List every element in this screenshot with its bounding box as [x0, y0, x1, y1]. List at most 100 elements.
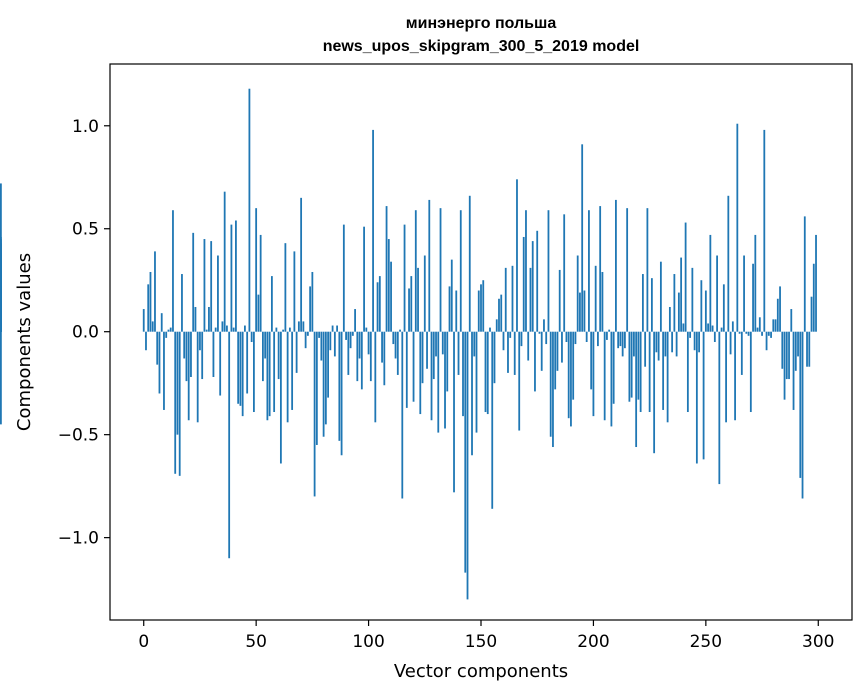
bar-256	[718, 331, 721, 485]
bar-1	[145, 331, 147, 351]
bar-67	[293, 251, 296, 332]
x-tick-label-200: 200	[577, 632, 609, 652]
bar-214	[624, 331, 626, 349]
bar-298	[812, 263, 815, 332]
bar-258	[722, 284, 725, 332]
bar-43	[239, 331, 242, 406]
bar-126	[426, 331, 428, 369]
bar-32	[214, 327, 217, 332]
bar-128	[430, 331, 433, 421]
bar-219	[635, 331, 638, 448]
bar-72	[304, 331, 307, 349]
bar-94	[354, 309, 356, 332]
bar-109	[387, 239, 390, 332]
bar-102	[372, 129, 374, 332]
y-tick-label-3: 0.5	[72, 220, 99, 240]
bar-123	[419, 331, 422, 415]
bar-0	[142, 309, 145, 332]
bar-13	[172, 210, 174, 332]
bar-263	[734, 331, 736, 421]
bar-14	[174, 331, 177, 474]
chart-title-line2: news_upos_skipgram_300_5_2019 model	[323, 38, 640, 55]
bar-151	[482, 280, 485, 332]
bar-282	[776, 298, 779, 332]
bar-99	[365, 327, 368, 332]
bar-134	[444, 331, 446, 429]
bar-240	[682, 323, 685, 332]
bar-65	[288, 327, 291, 332]
bar-57	[270, 276, 273, 332]
bar-207	[608, 329, 611, 332]
bar-248	[700, 280, 703, 332]
bar-289	[792, 331, 795, 410]
y-axis-label: Components values	[14, 253, 35, 431]
y-tick-label-0: −1.0	[58, 529, 99, 549]
bar-119	[410, 276, 413, 332]
bar-270	[749, 331, 752, 413]
bar-229	[657, 331, 660, 361]
bar-6	[156, 331, 159, 365]
bar-156	[493, 331, 496, 384]
bar-236	[673, 274, 676, 332]
bar-279	[770, 331, 772, 338]
bar-262	[731, 321, 734, 332]
bar-118	[408, 288, 410, 332]
bar-264	[736, 123, 739, 332]
bar-181	[549, 331, 552, 437]
bar-286	[785, 331, 788, 380]
bar-59	[275, 327, 278, 332]
bar-106	[381, 331, 383, 363]
bar-152	[484, 331, 487, 413]
bar-3	[149, 271, 152, 332]
bar-250	[704, 290, 707, 332]
bar-145	[468, 195, 471, 332]
bar-189	[567, 331, 570, 419]
bar-209	[612, 331, 615, 404]
bar-45	[244, 325, 246, 332]
bar-206	[606, 331, 608, 340]
bar-undefined	[0, 286, 2, 332]
bar-280	[772, 319, 775, 332]
bar-187	[563, 214, 566, 332]
bar-211	[617, 331, 620, 349]
bar-97	[360, 331, 363, 390]
bar-135	[446, 331, 449, 392]
bar-87	[338, 331, 341, 441]
bar-112	[394, 331, 397, 359]
x-tick-label-0: 0	[138, 632, 149, 652]
bar-137	[450, 259, 453, 332]
bar-205	[603, 331, 606, 421]
bar-39	[230, 224, 233, 332]
bar-182	[552, 331, 554, 448]
bar-231	[662, 331, 665, 410]
bar-276	[763, 129, 766, 332]
bar-24	[196, 331, 199, 423]
bar-273	[756, 327, 759, 332]
bar-277	[765, 331, 768, 351]
bar-285	[783, 331, 786, 400]
bar-266	[740, 331, 743, 375]
bar-178	[543, 319, 545, 332]
bar-232	[664, 331, 667, 357]
bar-108	[385, 206, 388, 332]
bar-197	[585, 331, 588, 342]
bar-255	[716, 255, 718, 332]
bar-113	[396, 331, 399, 375]
bar-12	[169, 327, 172, 332]
bar-168	[520, 331, 523, 347]
bar-95	[356, 331, 359, 382]
bar-244	[691, 267, 694, 332]
bar-185	[558, 269, 561, 332]
bar-247	[698, 331, 700, 353]
bar-115	[401, 331, 404, 499]
bar-58	[273, 331, 276, 413]
bar-92	[349, 331, 352, 349]
bar-80	[322, 331, 325, 437]
bar-155	[491, 331, 494, 509]
bar-30	[210, 241, 213, 332]
bar-267	[743, 255, 745, 332]
bar-202	[597, 331, 599, 347]
bar-237	[675, 331, 678, 357]
bar-79	[320, 331, 323, 361]
bar-254	[713, 331, 716, 342]
